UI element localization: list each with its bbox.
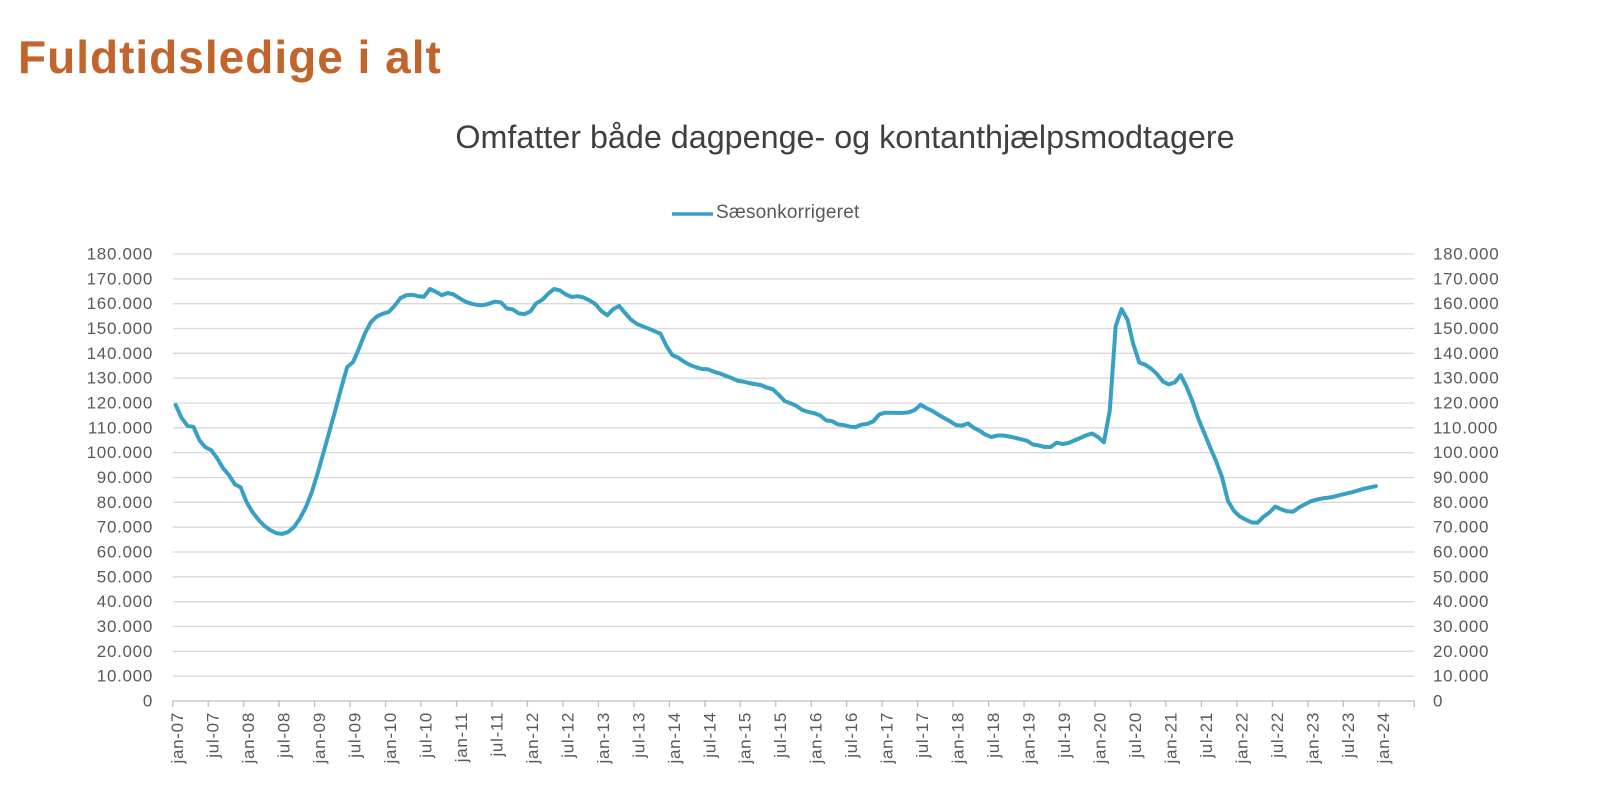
svg-text:50.000: 50.000	[1433, 567, 1489, 586]
svg-text:150.000: 150.000	[1433, 319, 1499, 338]
svg-text:jan-07: jan-07	[168, 712, 187, 764]
svg-text:jul-08: jul-08	[275, 712, 294, 759]
svg-text:jul-09: jul-09	[346, 712, 365, 759]
svg-text:30.000: 30.000	[1433, 617, 1489, 636]
svg-text:jul-20: jul-20	[1126, 712, 1145, 759]
svg-text:100.000: 100.000	[87, 443, 153, 462]
svg-text:110.000: 110.000	[88, 418, 153, 437]
svg-text:130.000: 130.000	[1433, 369, 1499, 388]
svg-text:jul-16: jul-16	[842, 712, 861, 759]
svg-text:jan-13: jan-13	[594, 712, 613, 764]
svg-text:70.000: 70.000	[1433, 518, 1489, 537]
svg-text:100.000: 100.000	[1433, 443, 1499, 462]
svg-text:160.000: 160.000	[1433, 294, 1499, 313]
svg-text:40.000: 40.000	[1433, 592, 1489, 611]
svg-text:70.000: 70.000	[97, 518, 153, 537]
svg-text:jan-17: jan-17	[878, 712, 897, 764]
svg-text:10.000: 10.000	[97, 667, 153, 686]
svg-text:80.000: 80.000	[97, 493, 153, 512]
svg-text:jul-22: jul-22	[1268, 712, 1287, 759]
svg-text:jan-08: jan-08	[239, 712, 258, 764]
svg-text:jan-19: jan-19	[1020, 712, 1039, 764]
svg-text:jan-20: jan-20	[1091, 712, 1110, 764]
svg-text:jan-16: jan-16	[807, 712, 826, 764]
svg-text:jul-19: jul-19	[1055, 712, 1074, 759]
svg-text:jul-07: jul-07	[204, 712, 223, 759]
svg-text:120.000: 120.000	[1433, 394, 1499, 413]
svg-text:jan-14: jan-14	[665, 712, 684, 764]
svg-text:jul-18: jul-18	[984, 712, 1003, 759]
svg-text:0: 0	[143, 692, 153, 711]
svg-text:jan-15: jan-15	[736, 712, 755, 764]
svg-text:jan-10: jan-10	[381, 712, 400, 764]
svg-text:jan-24: jan-24	[1374, 712, 1393, 764]
svg-text:20.000: 20.000	[97, 642, 153, 661]
svg-text:50.000: 50.000	[97, 567, 153, 586]
svg-text:jul-13: jul-13	[629, 712, 648, 759]
svg-text:90.000: 90.000	[1433, 468, 1489, 487]
svg-text:150.000: 150.000	[87, 319, 153, 338]
svg-text:0: 0	[1433, 692, 1443, 711]
svg-text:jul-11: jul-11	[487, 712, 506, 758]
svg-text:jul-17: jul-17	[913, 712, 932, 759]
svg-text:jul-21: jul-21	[1197, 712, 1216, 759]
svg-text:110.000: 110.000	[1433, 418, 1498, 437]
svg-text:170.000: 170.000	[1433, 269, 1499, 288]
svg-text:60.000: 60.000	[97, 543, 153, 562]
svg-text:40.000: 40.000	[97, 592, 153, 611]
svg-text:180.000: 180.000	[87, 245, 153, 264]
svg-text:140.000: 140.000	[87, 344, 153, 363]
svg-text:jul-14: jul-14	[700, 712, 719, 759]
svg-text:80.000: 80.000	[1433, 493, 1489, 512]
svg-text:30.000: 30.000	[97, 617, 153, 636]
svg-text:jul-12: jul-12	[558, 712, 577, 759]
svg-text:jan-18: jan-18	[949, 712, 968, 764]
svg-text:120.000: 120.000	[87, 394, 153, 413]
svg-text:170.000: 170.000	[87, 269, 153, 288]
svg-text:180.000: 180.000	[1433, 245, 1499, 264]
svg-text:20.000: 20.000	[1433, 642, 1489, 661]
svg-text:160.000: 160.000	[87, 294, 153, 313]
svg-text:10.000: 10.000	[1433, 667, 1489, 686]
svg-text:jul-23: jul-23	[1339, 712, 1358, 759]
svg-text:jul-10: jul-10	[417, 712, 436, 759]
svg-text:Omfatter både dagpenge- og kon: Omfatter både dagpenge- og kontanthjælps…	[455, 119, 1234, 155]
svg-text:jan-22: jan-22	[1232, 712, 1251, 764]
svg-text:Sæsonkorrigeret: Sæsonkorrigeret	[716, 202, 860, 223]
svg-text:jan-23: jan-23	[1303, 712, 1322, 764]
svg-text:90.000: 90.000	[97, 468, 153, 487]
svg-text:60.000: 60.000	[1433, 543, 1489, 562]
svg-text:140.000: 140.000	[1433, 344, 1499, 363]
svg-text:jan-12: jan-12	[523, 712, 542, 764]
svg-text:jan-09: jan-09	[310, 712, 329, 764]
svg-text:130.000: 130.000	[87, 369, 153, 388]
svg-text:jul-15: jul-15	[771, 712, 790, 759]
svg-text:Fuldtidsledige i alt: Fuldtidsledige i alt	[18, 31, 442, 83]
svg-text:jan-21: jan-21	[1161, 712, 1180, 764]
svg-text:jan-11: jan-11	[452, 712, 471, 763]
